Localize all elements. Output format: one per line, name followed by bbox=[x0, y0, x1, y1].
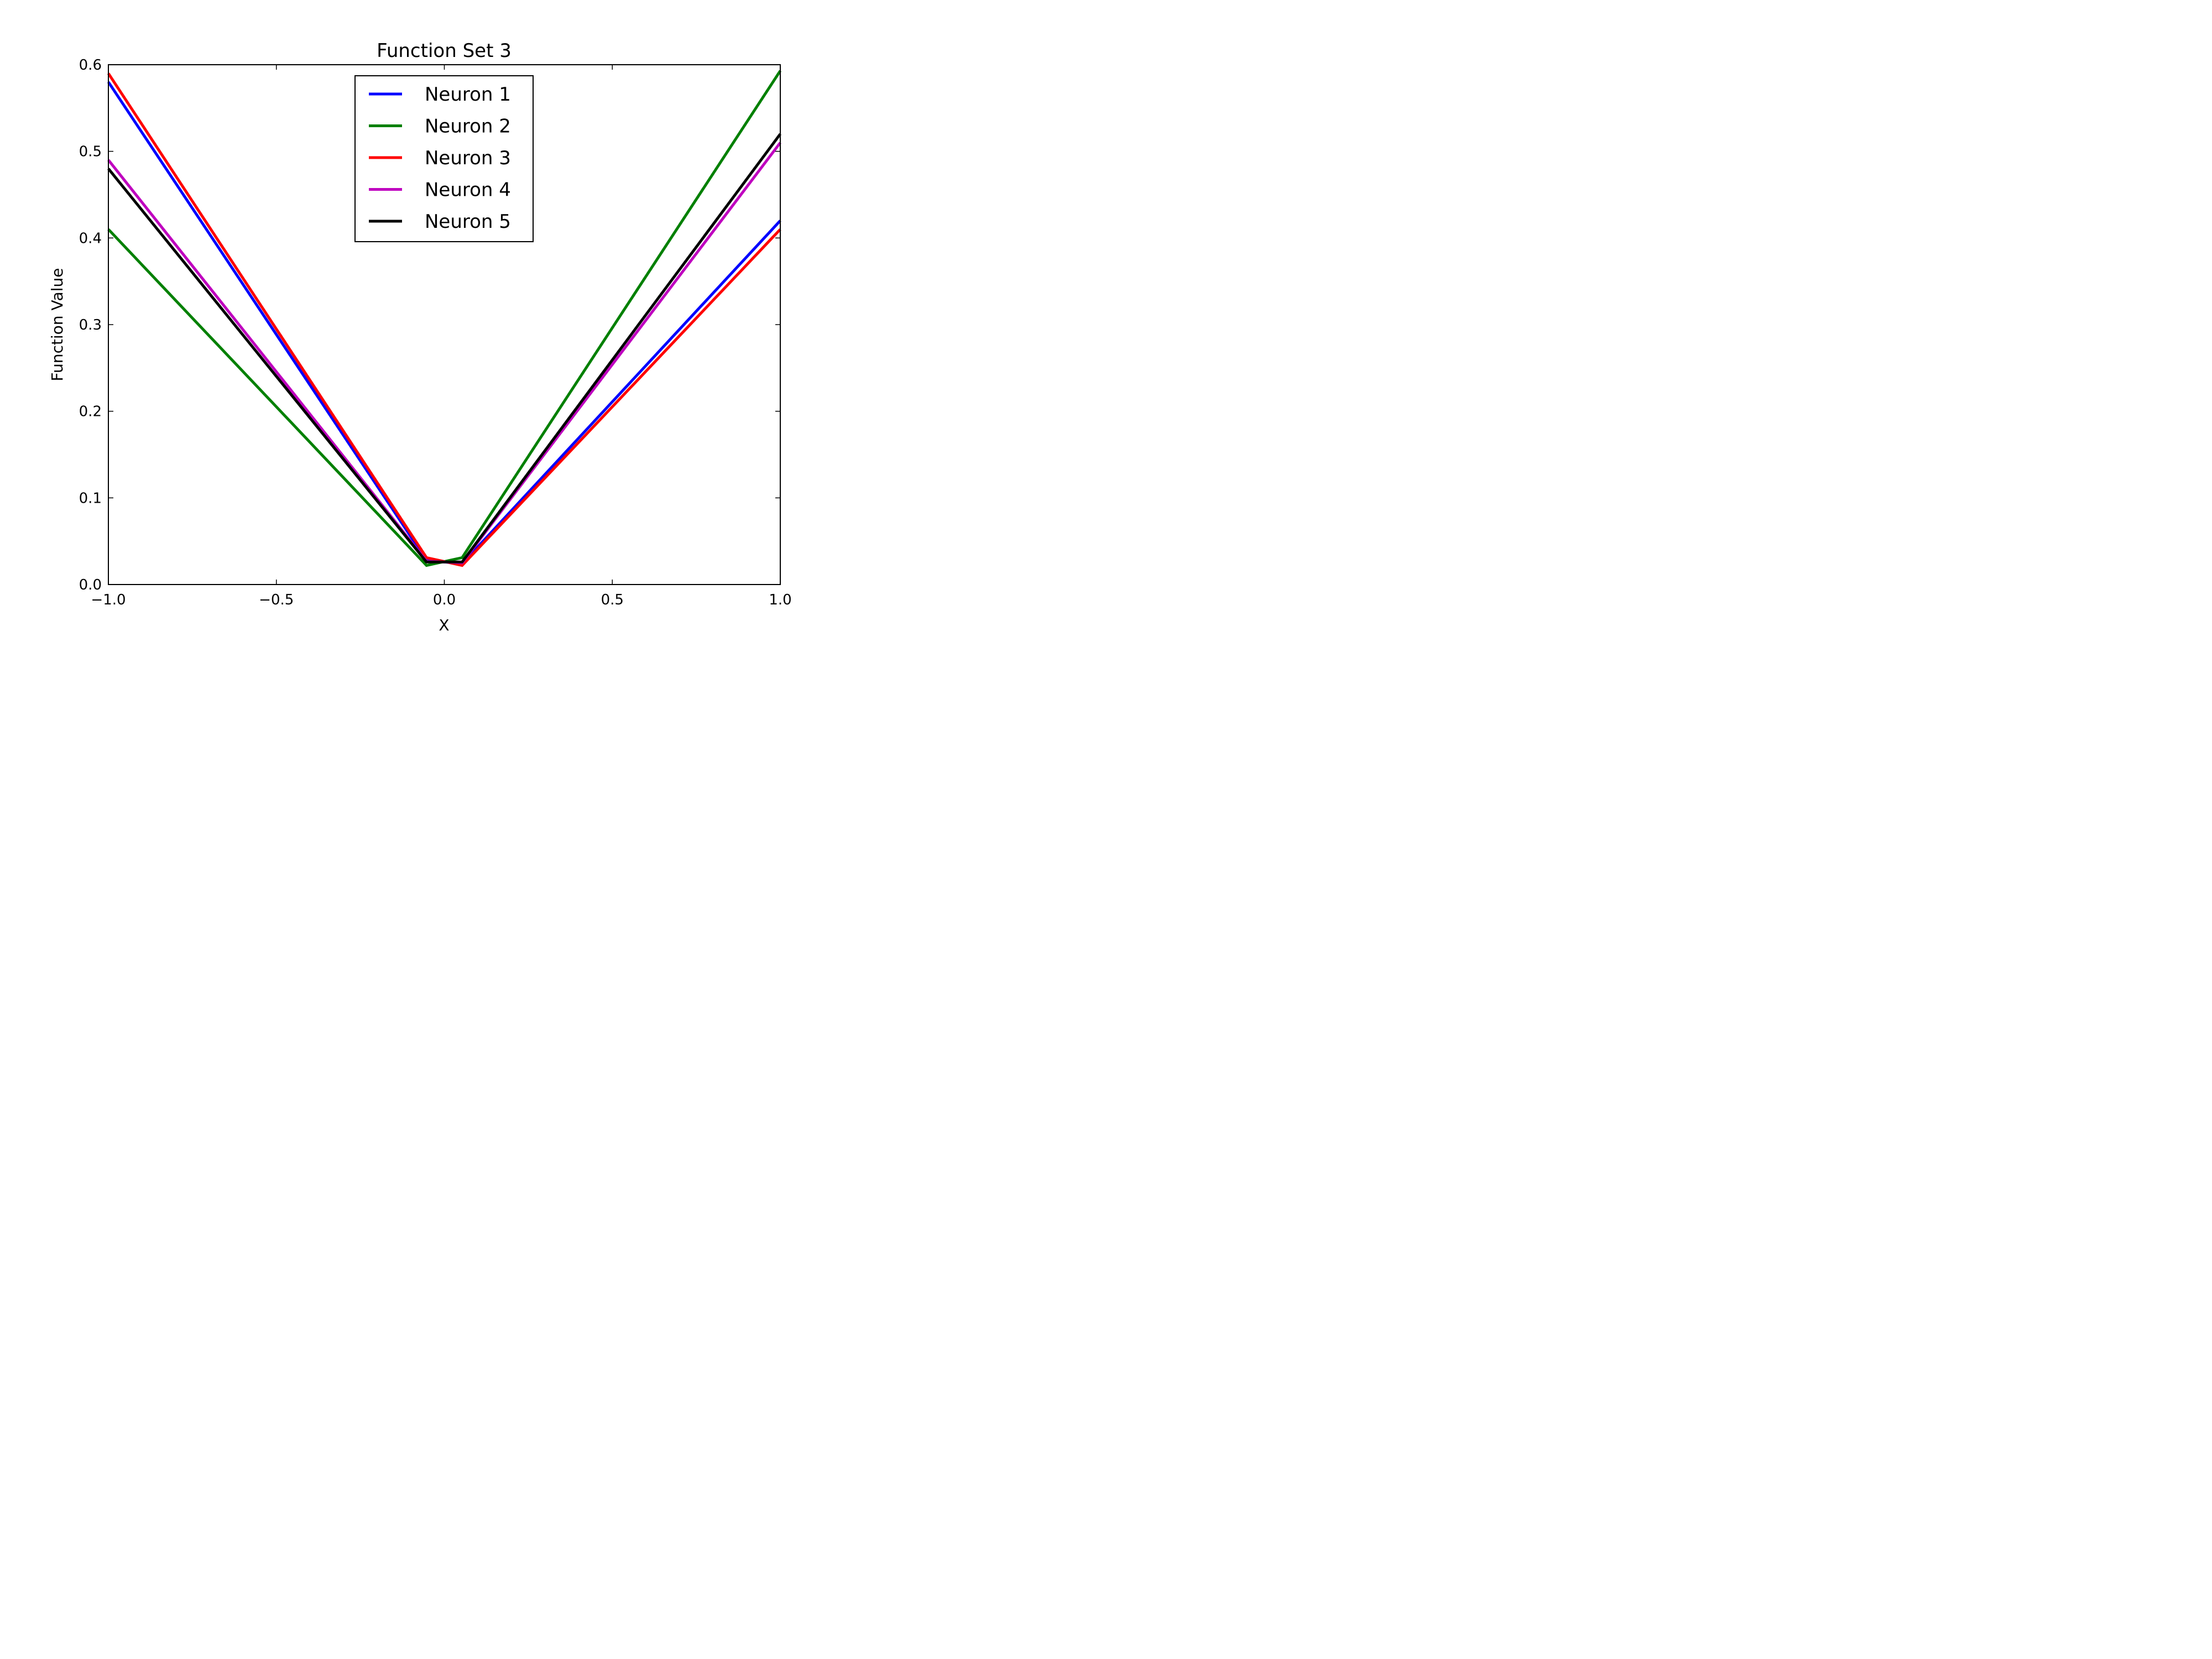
x-axis-label: X bbox=[439, 616, 449, 634]
x-tick-label: 0.5 bbox=[601, 592, 624, 608]
legend-label-neuron-3: Neuron 3 bbox=[425, 147, 511, 169]
x-tick-label: 1.0 bbox=[769, 592, 791, 608]
y-tick-label: 0.3 bbox=[79, 317, 102, 333]
tick-layer: −1.0 −0.5 0.0 0.5 1.0 0.0 0.1 0.2 0.3 0.4 0.5 0.6 bbox=[79, 57, 792, 608]
series-line-neuron-5 bbox=[107, 133, 782, 564]
y-axis-label: Function Value bbox=[48, 268, 66, 382]
y-tick-label: 0.0 bbox=[79, 577, 102, 593]
series-layer bbox=[107, 70, 782, 567]
y-tick-label: 0.5 bbox=[79, 144, 102, 160]
y-tick-label: 0.1 bbox=[79, 490, 102, 507]
x-tick-label: 0.0 bbox=[433, 592, 456, 608]
legend-label-neuron-4: Neuron 4 bbox=[425, 179, 511, 201]
y-tick-label: 0.6 bbox=[79, 57, 102, 74]
y-tick-label: 0.2 bbox=[79, 404, 102, 420]
x-tick-label: −0.5 bbox=[259, 592, 294, 608]
chart-title: Function Set 3 bbox=[377, 40, 512, 62]
legend-label-neuron-2: Neuron 2 bbox=[425, 116, 511, 138]
line-chart: Function Set 3 −1.0 −0.5 0.0 0.5 1.0 0.0 0.1 0.… bbox=[0, 0, 856, 643]
x-tick-label: −1.0 bbox=[91, 592, 126, 608]
legend-label-neuron-1: Neuron 1 bbox=[425, 84, 511, 106]
legend-items: Neuron 1 Neuron 2 Neuron 3 Neuron 4 Neuron 5 bbox=[369, 84, 511, 233]
y-tick-label: 0.4 bbox=[79, 230, 102, 247]
legend-label-neuron-5: Neuron 5 bbox=[425, 211, 511, 233]
legend: Neuron 1 Neuron 2 Neuron 3 Neuron 4 Neuron 5 bbox=[354, 75, 534, 242]
